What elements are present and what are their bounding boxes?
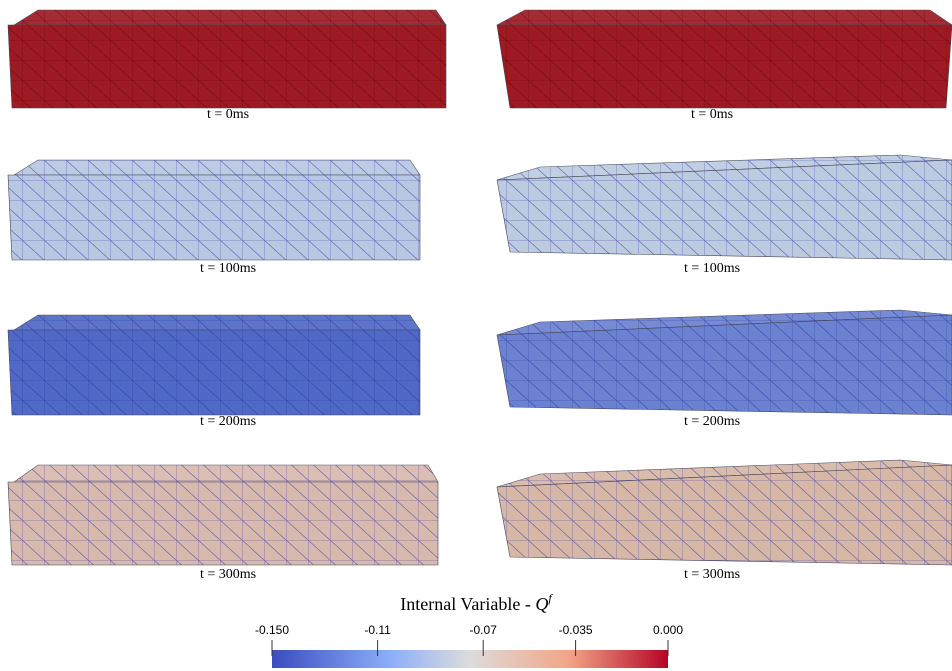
mesh-grid (14, 10, 446, 25)
mesh-grid (8, 330, 420, 415)
mesh-grid (497, 25, 952, 108)
panel-caption: t = 300ms (684, 567, 740, 582)
tick-label: -0.150 (255, 623, 289, 637)
tick-label: -0.11 (364, 623, 391, 637)
mesh-grid (8, 482, 438, 565)
title-symbol: Q (535, 594, 548, 614)
mesh-grid (497, 10, 952, 25)
mesh-grid (14, 465, 438, 482)
title-superscript: f (548, 591, 553, 605)
panel-caption: t = 200ms (684, 414, 740, 429)
mesh-grid (8, 175, 420, 260)
panel-caption: t = 200ms (200, 414, 256, 429)
panel-caption: t = 100ms (684, 261, 740, 276)
mesh-grid (14, 160, 420, 175)
tick-label: -0.035 (559, 623, 593, 637)
mesh-grid (14, 315, 420, 330)
panel-caption: t = 0ms (207, 107, 249, 122)
colorbar-title: Internal Variable - Qf (400, 591, 553, 614)
colorbar (272, 650, 668, 668)
meshes: t = 0ms t = 0ms t = 100ms t = 100ms t = 200m… (8, 10, 952, 582)
panel-caption: t = 0ms (691, 107, 733, 122)
title-text: Internal Variable - (400, 594, 535, 614)
figure: t = 0ms t = 0ms t = 100ms t = 100ms t = 200m… (0, 0, 952, 671)
tick-label: 0.000 (653, 623, 683, 637)
tick-label: -0.07 (470, 623, 498, 637)
mesh-grid (8, 25, 446, 108)
panel-caption: t = 100ms (200, 261, 256, 276)
panel-caption: t = 300ms (200, 567, 256, 582)
